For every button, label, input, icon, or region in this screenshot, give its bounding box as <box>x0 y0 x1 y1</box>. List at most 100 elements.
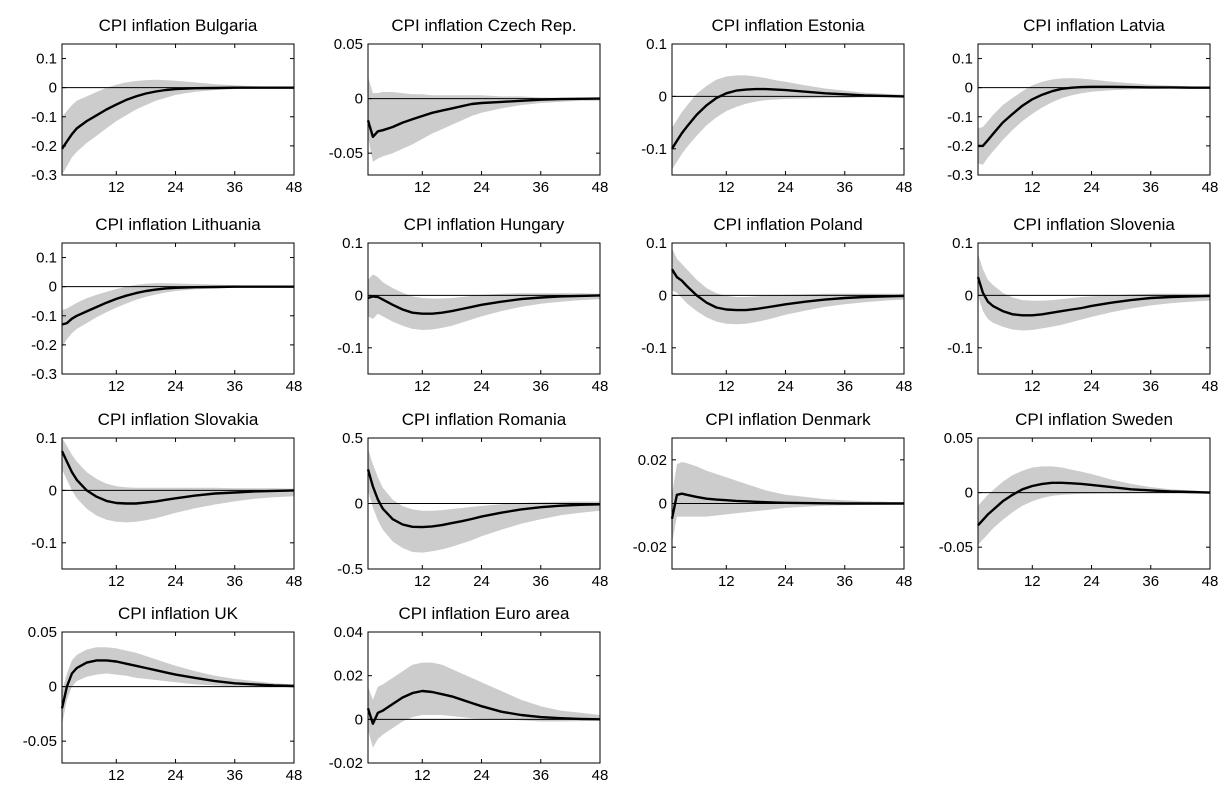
confidence-band <box>978 253 1210 331</box>
axes-frame <box>61 437 295 570</box>
axes-frame <box>367 242 601 375</box>
y-tick-label: 0 <box>659 287 667 304</box>
response-line <box>976 276 1211 317</box>
axes-frame <box>61 43 295 176</box>
x-tick-label: 24 <box>1083 378 1100 395</box>
response-line <box>978 85 1210 148</box>
y-tick-label: 0 <box>659 88 667 105</box>
panel-czech-rep: CPI inflation Czech Rep. 0.05 0 -0.05 12 24 36… <box>329 16 609 196</box>
confidence-band <box>978 466 1210 545</box>
y-tick-label: 0.02 <box>638 452 667 469</box>
panel-sweden: CPI inflation Sweden 0.05 0 -0.05 12 24 36 48 <box>939 410 1219 590</box>
panel-title: CPI inflation Poland <box>713 215 862 234</box>
x-tick-label: 36 <box>1142 573 1159 590</box>
y-tick-label: -0.2 <box>31 337 57 354</box>
panel-euro-area: CPI inflation Euro area 0.04 0.02 0 -0.02 12 2… <box>329 604 609 784</box>
axes-frame <box>671 242 905 375</box>
panel-title: CPI inflation Czech Rep. <box>391 16 576 35</box>
confidence-band <box>368 76 600 162</box>
y-tick-label: 0 <box>49 279 57 296</box>
response-line <box>670 87 905 150</box>
y-tick-label: 0 <box>965 287 973 304</box>
confidence-band <box>978 78 1210 165</box>
x-tick-label: 48 <box>286 767 303 784</box>
x-tick-label: 48 <box>286 179 303 196</box>
panel-title: CPI inflation Latvia <box>1023 16 1165 35</box>
x-tick-label: 12 <box>108 767 125 784</box>
response-line <box>977 481 1211 527</box>
x-tick-label: 12 <box>414 378 431 395</box>
x-tick-label: 24 <box>473 573 490 590</box>
response-line <box>61 86 294 150</box>
response-line <box>366 97 601 139</box>
y-tick-label: 0 <box>355 287 363 304</box>
y-tick-label: 0.1 <box>646 235 667 252</box>
panel-title: CPI inflation UK <box>118 604 239 623</box>
x-tick-label: 24 <box>167 179 184 196</box>
x-tick-label: 12 <box>1024 378 1041 395</box>
axes-frame <box>977 43 1211 176</box>
x-tick-label: 48 <box>286 573 303 590</box>
x-tick-label: 24 <box>473 378 490 395</box>
x-tick-label: 48 <box>592 767 609 784</box>
panel-title: CPI inflation Sweden <box>1015 410 1173 429</box>
x-tick-label: 48 <box>1202 573 1219 590</box>
x-tick-label: 24 <box>1083 179 1100 196</box>
x-tick-label: 36 <box>532 573 549 590</box>
y-tick-label: 0 <box>965 80 973 97</box>
axes-frame <box>671 43 905 176</box>
response-line <box>60 659 295 709</box>
y-tick-label: -0.02 <box>633 539 667 556</box>
panel-bulgaria: CPI inflation Bulgaria 0.1 0 -0.1 -0.2 -0.3 12… <box>31 16 302 196</box>
x-tick-label: 24 <box>167 378 184 395</box>
x-tick-label: 36 <box>1142 179 1159 196</box>
confidence-band <box>672 248 904 325</box>
x-tick-label: 24 <box>167 767 184 784</box>
x-tick-label: 12 <box>718 573 735 590</box>
x-tick-label: 48 <box>592 378 609 395</box>
axes-frame <box>367 631 601 764</box>
response-line <box>670 268 905 312</box>
confidence-band <box>368 662 600 748</box>
x-tick-label: 36 <box>226 573 243 590</box>
panel-hungary: CPI inflation Hungary 0.1 0 -0.1 12 24 36 48 <box>337 215 608 395</box>
panel-uk: CPI inflation UK 0.05 0 -0.05 12 24 36 48 <box>23 604 303 784</box>
axes-frame <box>61 242 295 375</box>
x-tick-label: 12 <box>108 573 125 590</box>
y-tick-label: 0 <box>49 80 57 97</box>
y-tick-label: -0.1 <box>31 308 57 325</box>
y-tick-label: 0 <box>49 482 57 499</box>
response-line <box>61 285 294 326</box>
panel-title: CPI inflation Hungary <box>404 215 565 234</box>
axes-frame <box>977 242 1211 375</box>
panel-slovakia: CPI inflation Slovakia 0.1 0 -0.1 12 24 36 48 <box>31 410 302 590</box>
panel-title: CPI inflation Bulgaria <box>99 16 258 35</box>
x-tick-label: 24 <box>777 179 794 196</box>
x-tick-label: 12 <box>718 179 735 196</box>
panel-title: CPI inflation Denmark <box>705 410 871 429</box>
y-tick-label: -0.1 <box>947 109 973 126</box>
y-tick-label: 0.05 <box>944 430 973 447</box>
confidence-band <box>368 274 600 330</box>
y-tick-label: 0.1 <box>36 250 57 267</box>
y-tick-label: 0 <box>659 496 667 513</box>
response-line <box>367 294 601 315</box>
x-tick-label: 12 <box>1024 179 1041 196</box>
y-tick-label: -0.1 <box>947 340 973 357</box>
x-tick-label: 12 <box>108 378 125 395</box>
y-tick-label: -0.3 <box>947 167 973 184</box>
y-tick-label: -0.02 <box>329 755 363 772</box>
x-tick-label: 12 <box>414 573 431 590</box>
y-tick-label: 0 <box>965 485 973 502</box>
y-tick-label: 0 <box>355 711 363 728</box>
x-tick-label: 36 <box>1142 378 1159 395</box>
y-tick-label: -0.3 <box>31 366 57 383</box>
panel-latvia: CPI inflation Latvia 0.1 0 -0.1 -0.2 -0.3 12 24… <box>947 16 1218 196</box>
x-tick-label: 48 <box>1202 378 1219 395</box>
y-tick-label: 0.1 <box>952 51 973 68</box>
y-tick-label: -0.1 <box>31 535 57 552</box>
x-tick-label: 36 <box>836 573 853 590</box>
response-line <box>366 689 601 725</box>
y-tick-label: 0 <box>49 679 57 696</box>
